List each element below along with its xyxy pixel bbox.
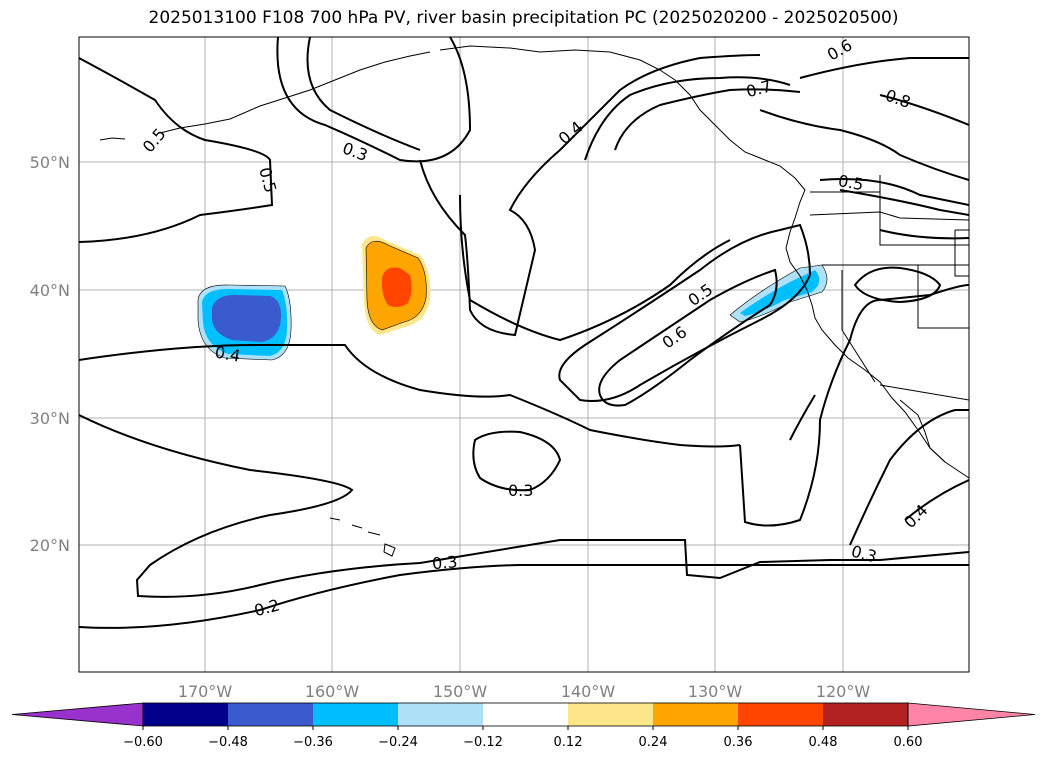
lon-tick-label: 120°W — [816, 682, 871, 701]
positive-anomaly-central — [362, 236, 431, 335]
map-area[interactable] — [79, 37, 969, 672]
map-title: 2025013100 F108 700 hPa PV, river basin … — [148, 8, 899, 28]
lat-tick-label: 50°N — [30, 153, 70, 172]
pv-contour-04-central — [79, 344, 741, 448]
pv-contour-06-loop — [614, 88, 801, 151]
colorbar-tick-label: 0.24 — [639, 735, 668, 750]
pv-contour-east-loop — [853, 266, 942, 304]
lon-tick-labels: 170°W 160°W 150°W 140°W 130°W 120°W — [178, 682, 871, 701]
pv-contours — [79, 37, 969, 629]
pv-contour-07 — [759, 109, 969, 181]
colorbar-tick-label: −0.24 — [378, 735, 418, 750]
pv-contour-east-2 — [839, 189, 969, 216]
colorbar: −0.60 −0.48 −0.36 −0.24 −0.12 0.12 0.24 0.36 0.4… — [11, 702, 1036, 750]
lon-tick-label: 160°W — [305, 682, 360, 701]
colorbar-tick-label: 0.60 — [894, 735, 923, 750]
pv-contour-08-b — [799, 57, 969, 79]
colorbar-tick-label: −0.48 — [208, 735, 248, 750]
colorbar-tick-label: −0.12 — [463, 735, 503, 750]
pv-contour-east-3 — [879, 229, 969, 240]
lat-tick-labels: 50°N 40°N 30°N 20°N — [30, 153, 70, 555]
contour-label: 0.3 — [431, 552, 458, 573]
colorbar-segment — [313, 703, 398, 726]
map-border — [78, 36, 970, 673]
pv-contour-06-ellipse — [598, 268, 778, 407]
pv-contour-04-se2 — [904, 479, 969, 521]
contour-label: 0.3 — [508, 481, 533, 500]
colorbar-extend-max — [907, 702, 1036, 727]
lon-tick-label: 140°W — [561, 682, 616, 701]
colorbar-segment — [568, 703, 653, 726]
colorbar-segment — [653, 703, 738, 726]
pv-contour-north-loop — [276, 37, 472, 163]
lon-tick-label: 130°W — [688, 682, 743, 701]
contour-label: 0.5 — [837, 171, 865, 194]
colorbar-segment — [483, 703, 568, 726]
colorbar-segment — [228, 703, 313, 726]
precip-anomaly-fills — [197, 236, 828, 361]
coastlines — [99, 45, 969, 557]
negative-anomaly-west — [197, 284, 292, 361]
contour-label: 0.4 — [213, 343, 241, 366]
lat-tick-label: 20°N — [30, 536, 70, 555]
colorbar-segment — [398, 703, 483, 726]
negative-anomaly-california — [729, 264, 828, 323]
lat-tick-label: 40°N — [30, 281, 70, 300]
pv-contour-05-ellipse — [558, 223, 812, 402]
colorbar-tick-label: 0.48 — [809, 735, 838, 750]
pv-contour-04-se — [789, 394, 816, 441]
pv-contour-03-small — [472, 430, 562, 492]
pv-contour-05 — [306, 37, 421, 151]
pv-contour-03-basin — [79, 414, 969, 598]
pv-contour-04-north — [459, 194, 731, 342]
lat-tick-label: 30°N — [30, 409, 70, 428]
pv-contour-east-1 — [819, 178, 969, 206]
colorbar-tick-label: 0.36 — [724, 735, 753, 750]
colorbar-tick-label: −0.60 — [123, 735, 163, 750]
pv-contour-west-ring — [79, 57, 274, 243]
lon-tick-label: 150°W — [433, 682, 488, 701]
colorbar-extend-min — [11, 702, 144, 727]
colorbar-border — [142, 702, 909, 727]
pv-contour-03-se — [849, 409, 969, 546]
colorbar-segment — [823, 703, 908, 726]
colorbar-tick-label: 0.12 — [554, 735, 583, 750]
colorbar-segment — [738, 703, 823, 726]
lon-tick-label: 170°W — [178, 682, 233, 701]
pv-contour-08 — [879, 94, 969, 126]
colorbar-tick-label: −0.36 — [293, 735, 333, 750]
pv-contour-0304-loop — [419, 54, 761, 337]
pv-contour-06-ring — [584, 76, 791, 161]
pv-contour-02 — [79, 564, 969, 629]
colorbar-segment — [143, 703, 228, 726]
